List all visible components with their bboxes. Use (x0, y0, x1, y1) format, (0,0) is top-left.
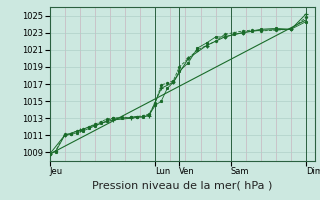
X-axis label: Pression niveau de la mer( hPa ): Pression niveau de la mer( hPa ) (92, 180, 273, 190)
